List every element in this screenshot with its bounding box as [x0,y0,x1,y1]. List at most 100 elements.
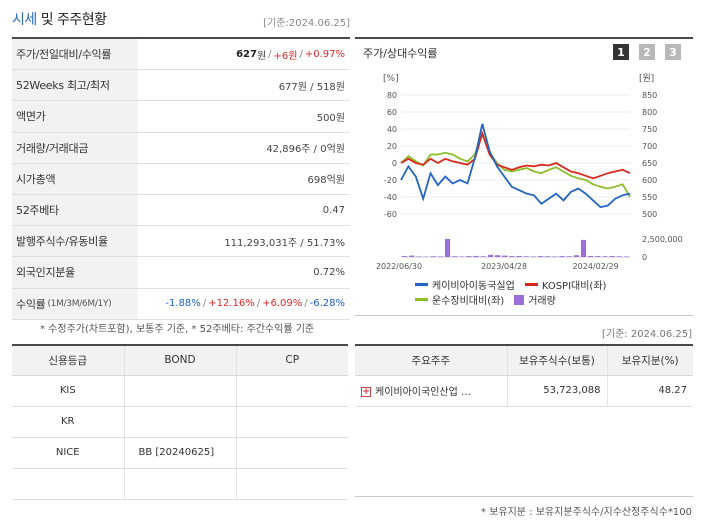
info-value: 0.47 [322,204,345,216]
info-row-volume: 거래량/거래대금 42,896주 / 0억원 [12,132,350,164]
volume-bar [559,256,565,257]
info-row-shares: 발행주식수/유동비율 111,293,031주 / 51.73% [12,226,350,258]
info-value: 698억원 [307,175,346,187]
right-tick-label: 750 [642,125,657,134]
volume-bar [444,239,451,257]
volume-bar [473,255,479,257]
volume-bar [595,256,601,257]
chart-legend: 케이비아이동국실업 KOSPI대비(좌) 운수장비대비(좌) 거래량 [415,277,616,307]
volume-bar [623,256,629,257]
info-label: 액면가 [12,101,138,132]
price-chart: [%] [원] 80 60 40 20 0 -20 -40 -60 850 800 750 700 650 6… [376,73,683,271]
series-line [400,123,631,209]
volume-bar [452,256,458,257]
volume-bar [502,255,508,257]
info-value: 111,293,031주 / 51.73% [224,237,345,249]
legend-item: 운수장비대비(좌) [415,292,504,307]
info-row-52w: 52Weeks 최고/최저 677원 / 518원 [12,70,350,102]
col-header: BOND [124,345,237,376]
holder-name[interactable]: 케이비아이국인산업 … [375,387,471,398]
left-axis-unit: [%] [383,74,399,84]
info-label: 52주베타 [12,194,138,226]
info-label: 외국인지분율 [12,257,138,288]
volume-bar [588,255,594,257]
volume-tick-label: 2,500,000 [642,235,683,244]
volume-bar [537,256,544,257]
footnote: * 수정주가(차트포함), 보통주 기준, * 52주베타: 주간수익률 기준 [40,324,315,335]
volume-bar [487,254,494,257]
right-axis-unit: [원] [639,73,654,84]
expand-icon[interactable]: + [361,387,371,397]
volume-bar [523,256,529,257]
col-header: 주요주주 [355,345,508,376]
legend-item: 거래량 [514,292,556,307]
as-of-date: [기준:2024.06.25] [263,18,350,29]
x-tick-label: 2024/02/29 [573,262,619,271]
volume-bar [516,255,522,257]
volume-bar [437,256,443,257]
info-label: 수익률 (1M/3M/6M/1Y) [12,288,138,319]
info-row-par: 액면가 500원 [12,101,350,133]
volume-bar [495,255,501,257]
table-row: + 케이비아이국인산업 … 53,723,088 48.27 [355,375,693,407]
x-tick-label: 2023/04/28 [481,262,527,271]
chart-title: 주가/상대수익률 [363,47,438,60]
as-of-date-secondary: [기준: 2024.06.25] [601,329,692,340]
table-row: NICE BB [20240625] [12,437,348,469]
left-tick-label: -40 [384,193,397,202]
period-button-3[interactable]: 3 [665,44,681,60]
left-tick-label: -20 [384,176,397,185]
volume-bar [545,256,551,257]
info-value: 500원 [316,112,345,124]
volume-bar [430,256,436,257]
volume-bar [566,256,572,257]
footnote-holders: * 보유지분 : 보유지분주식수/지수산정주식수*100 [481,507,692,518]
left-tick-label: 20 [387,142,397,151]
col-header: 보유지분(%) [607,345,693,376]
volume-bar [402,256,408,257]
volume-tick-label: 0 [642,253,647,262]
volume-bar [573,255,579,257]
info-value: 627 원 / +6원 / +0.97% [236,48,345,62]
left-tick-label: -60 [384,210,397,219]
series-line [400,130,631,180]
market-info-table: 주가/전일대비/수익률 627 원 / +6원 / +0.97% 52Weeks 최고… [12,37,350,320]
right-tick-label: 550 [642,193,657,202]
period-button-2[interactable]: 2 [639,44,655,60]
legend-item: KOSPI대비(좌) [524,277,606,292]
col-header: CP [236,345,348,376]
col-header: 보유주식수(보통) [507,345,608,376]
info-label: 발행주식수/유동비율 [12,226,138,257]
series-line [400,131,631,198]
left-tick-label: 40 [387,125,397,134]
legend-item: 케이비아이동국실업 [415,277,515,292]
table-row [12,468,348,500]
left-tick-label: 80 [387,91,397,100]
volume-bar [552,256,558,257]
volume-bar [609,256,615,257]
info-label: 거래량/거래대금 [12,132,138,163]
volume-bar [416,256,422,257]
col-header: 신용등급 [12,345,125,376]
info-row-returns: 수익률 (1M/3M/6M/1Y) -1.88% / +12.16% / +6.09%… [12,288,350,320]
info-label: 52Weeks 최고/최저 [12,70,138,101]
volume-bar [409,255,415,257]
left-tick-label: 0 [392,159,397,168]
chart-panel: 주가/상대수익률 1 2 3 [%] [원] 80 60 40 20 0 -20 -40 -60 8… [355,37,693,316]
info-row-price: 주가/전일대비/수익률 627 원 / +6원 / +0.97% [12,39,350,71]
volume-bar [466,256,472,257]
volume-bar [509,256,515,257]
holders-table-body [355,407,693,497]
period-button-1[interactable]: 1 [613,44,629,60]
volume-bar [530,256,536,257]
right-tick-label: 800 [642,108,657,117]
info-label: 시가총액 [12,163,138,194]
info-row-marketcap: 시가총액 698억원 [12,163,350,195]
major-holders-table: 주요주주 보유주식수(보통) 보유지분(%) + 케이비아이국인산업 … 53,7… [355,344,693,407]
volume-bar [602,256,608,257]
info-value: 42,896주 / 0억원 [266,144,345,156]
volume-bar [616,256,622,257]
volume-bar [580,239,587,257]
page-title: 시세 및 주주현황 [12,12,107,28]
x-tick-label: 2022/06/30 [376,262,422,271]
